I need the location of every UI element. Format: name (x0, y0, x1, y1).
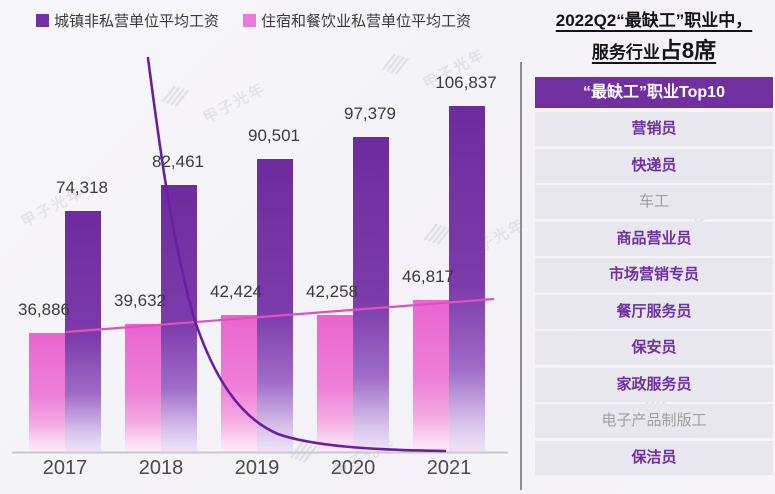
panel-title-bold: 占8席 (659, 38, 717, 64)
bar-value-urban-2018: 82,461 (152, 151, 204, 171)
chart-lines (12, 56, 508, 454)
rank-row: 商品营业员 (535, 221, 773, 256)
bar-value-hospitality-2020: 42,258 (306, 282, 358, 302)
decay-curve (146, 56, 447, 453)
rank-list: 营销员 快递员 车工 商品营业员 市场营销专员 餐厅服务员 保安员 家政服务员 电子产品制版工保… (535, 112, 773, 475)
x-axis-label-2019: 2019 (234, 457, 280, 479)
bar-value-hospitality-2018: 39,632 (114, 290, 166, 310)
chart-legend: 城镇非私营单位平均工资 住宿和餐饮业私营单位平均工资 (36, 10, 471, 31)
rank-row: 营销员 (535, 112, 773, 147)
legend-label-urban: 城镇非私营单位平均工资 (54, 13, 220, 30)
bar-hospitality-2019 (221, 314, 257, 452)
bar-hospitality-2021 (413, 300, 449, 452)
legend-label-hospitality: 住宿和餐饮业私营单位平均工资 (261, 13, 472, 30)
bar-hospitality-2017 (29, 332, 65, 452)
bar-value-urban-2021: 106,837 (435, 73, 497, 92)
rank-row: 快递员 (535, 148, 773, 183)
rank-row: 家政服务员 (535, 367, 773, 402)
x-axis-label-2017: 2017 (42, 457, 88, 479)
bar-value-hospitality-2021: 46,817 (402, 267, 454, 287)
rank-row: 电子产品制版工 (535, 404, 773, 439)
bar-value-urban-2019: 90,501 (248, 125, 300, 145)
bar-urban-2020 (353, 136, 389, 452)
wage-bar-chart: 74,318 36,886 82,461 39,632 90,501 42,424 97,3… (12, 56, 508, 479)
bar-value-urban-2020: 97,379 (344, 103, 396, 123)
legend-item-urban: 城镇非私营单位平均工资 (36, 10, 219, 31)
x-axis-label-2018: 2018 (138, 457, 184, 479)
x-axis-label-2021: 2021 (426, 457, 472, 479)
rank-row: 市场营销专员 (535, 258, 773, 293)
panel-title-line2: 服务行业占8席 (591, 38, 717, 64)
vertical-divider (520, 62, 522, 490)
legend-item-hospitality: 住宿和餐饮业私营单位平均工资 (243, 10, 471, 31)
rank-row: 保安员 (535, 331, 773, 366)
bar-value-hospitality-2019: 42,424 (210, 281, 262, 301)
rank-row: 保洁员 (535, 440, 773, 475)
rank-list-header: “最缺工”职业Top10 (535, 77, 773, 109)
pink-trend-line (65, 297, 495, 334)
bar-hospitality-2020 (317, 315, 353, 452)
top10-panel: 2022Q2“最缺工”职业中， 服务行业占8席 “最缺工”职业Top10 营销员… (535, 8, 773, 477)
bar-value-urban-2017: 74,318 (56, 178, 108, 198)
bar-urban-2019 (257, 158, 293, 452)
panel-title: 2022Q2“最缺工”职业中， 服务行业占8席 (535, 8, 773, 68)
bar-hospitality-2018 (125, 323, 161, 452)
panel-title-line1: 2022Q2“最缺工”职业中， (555, 11, 753, 30)
rank-row: 餐厅服务员 (535, 294, 773, 329)
legend-swatch-purple-icon (36, 14, 49, 27)
bar-urban-2021 (449, 106, 485, 452)
x-axis-label-2020: 2020 (330, 457, 376, 479)
bar-value-hospitality-2017: 36,886 (18, 299, 70, 319)
rank-row: 车工 (535, 185, 773, 220)
bar-urban-2018 (161, 184, 197, 452)
legend-swatch-pink-icon (243, 14, 257, 27)
